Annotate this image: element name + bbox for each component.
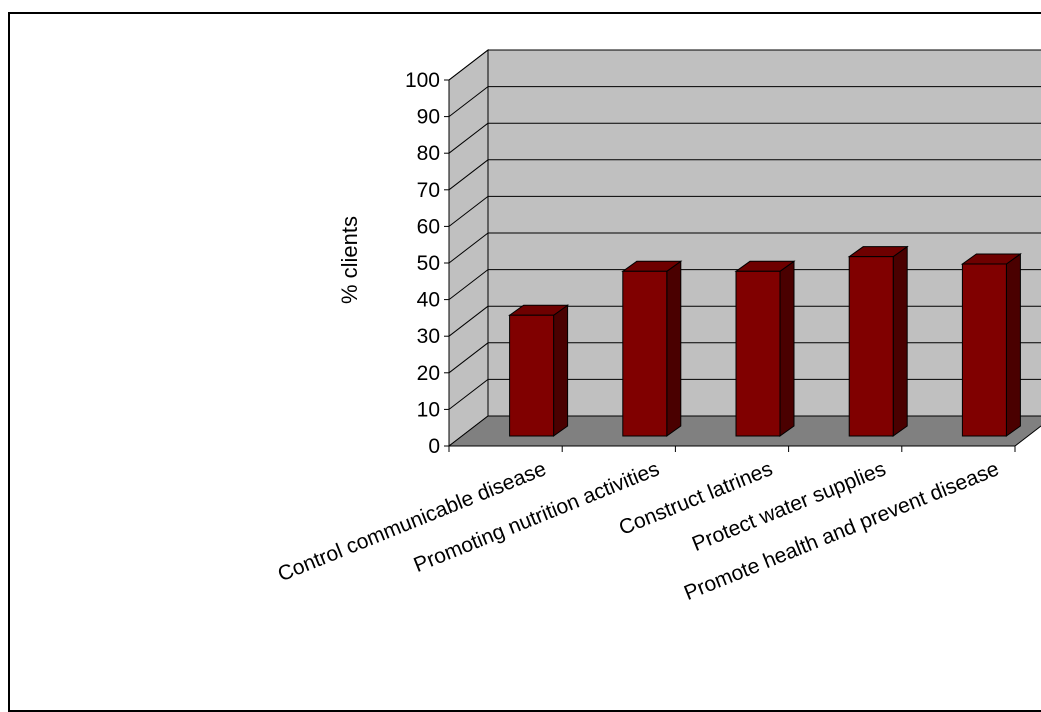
bar-front <box>848 256 894 437</box>
bar-side <box>892 245 908 437</box>
y-tick-label: 90 <box>417 106 440 129</box>
y-tick-label: 70 <box>417 179 440 202</box>
y-tick-label: 20 <box>417 362 440 385</box>
y-tick-label: 80 <box>417 142 440 165</box>
y-tick-label: 10 <box>417 398 440 421</box>
bar-side <box>553 304 569 437</box>
y-axis-title: % clients <box>337 216 362 304</box>
gridline-diagonal <box>448 342 489 374</box>
gridline-diagonal <box>448 232 489 264</box>
gridline-diagonal <box>448 159 489 191</box>
bar-front <box>961 263 1007 437</box>
bar <box>960 253 1022 437</box>
y-tick-label: 100 <box>405 69 440 92</box>
bar-side <box>1005 253 1021 437</box>
bar <box>621 260 683 437</box>
y-axis-ticks: 0 10 20 30 40 50 60 70 80 90 100 <box>405 69 1015 458</box>
bar-chart: 0 10 20 30 40 50 60 70 80 90 100 Control communica… <box>275 48 1041 605</box>
bar-front <box>622 270 668 437</box>
y-tick-label: 0 <box>428 435 440 458</box>
y-tick-label: 50 <box>417 252 440 275</box>
bar-side <box>666 260 682 437</box>
bar-front <box>735 270 781 437</box>
gridline-diagonal <box>448 49 489 81</box>
y-tick-label: 60 <box>417 215 440 238</box>
y-tick-label: 40 <box>417 289 440 312</box>
bars <box>508 245 1022 437</box>
gridline-diagonal <box>448 305 489 337</box>
bar-side <box>779 260 795 437</box>
bar <box>734 260 796 437</box>
gridline-diagonal <box>448 379 489 410</box>
bar-front <box>509 314 555 437</box>
bar <box>508 304 570 437</box>
gridline-diagonal <box>448 269 489 300</box>
gridline-diagonal <box>448 122 489 154</box>
gridline-diagonal <box>448 86 489 117</box>
gridline-diagonal <box>448 196 489 227</box>
bar <box>847 245 909 437</box>
y-tick-label: 30 <box>417 325 440 348</box>
